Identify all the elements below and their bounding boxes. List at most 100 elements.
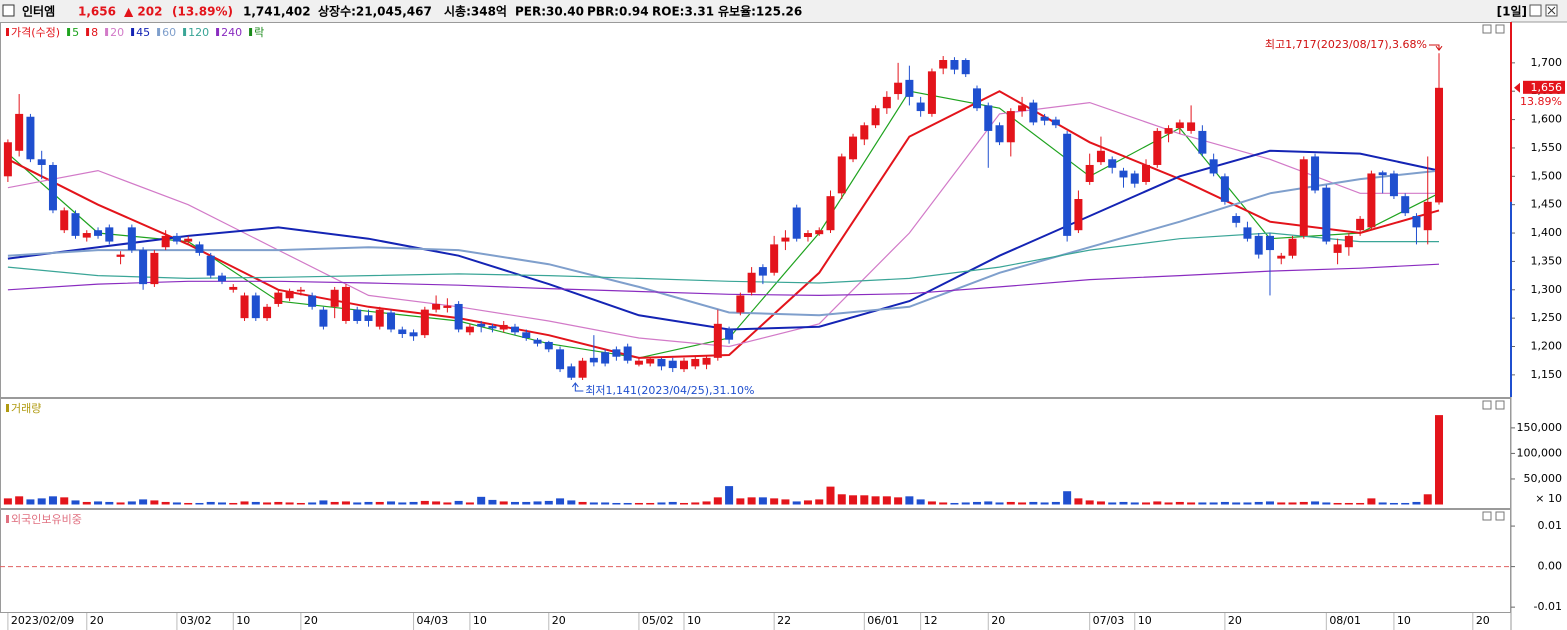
candle-body [927,71,936,114]
candle-body [1164,128,1173,134]
volume-bar [1232,502,1241,505]
period[interactable]: [1일] [1497,5,1527,19]
candle-body [984,105,993,131]
legend-swatch [249,28,253,36]
volume-bar [94,501,103,505]
candle-body [1322,187,1331,242]
candle-body [139,250,148,285]
volume-bar [353,502,362,505]
candle-body [792,207,801,239]
volume-bar [387,501,396,505]
panel-button[interactable] [1482,24,1492,34]
volume-bar [37,498,46,505]
x-tick-label: 20 [1228,614,1242,627]
panel-button[interactable] [1495,24,1505,34]
volume-bar [477,496,486,505]
volume-bar [296,502,305,505]
candle-body [657,358,666,367]
candle-body [1119,170,1128,178]
candle-body [48,164,57,211]
volume-bar [882,496,891,505]
volume-bar [105,501,114,505]
candle-body [758,267,767,276]
panel-button[interactable] [1495,511,1505,521]
candle-body [815,230,824,235]
legend-label: 5 [72,26,79,39]
candle-body [161,235,170,248]
x-tick-label: 03/02 [180,614,212,627]
moving-average [7,232,1439,284]
candle-body [713,323,722,358]
volume-bar [1051,501,1060,505]
volume-bar [443,502,452,505]
volume-bar [432,501,441,505]
candle-body [195,244,204,253]
volume-bar [1187,502,1196,505]
volume-bar [747,497,756,505]
x-tick-label: 20 [304,614,318,627]
volume-bar [1311,501,1320,505]
volume-bar [488,499,497,505]
volume-bar [1096,501,1105,505]
candle-body [184,238,193,242]
volume-bar [725,486,734,505]
volume-bar [251,501,260,505]
moving-average [7,263,1440,297]
checkbox[interactable] [2,4,15,17]
restore-button[interactable] [1529,4,1542,17]
candle-body [240,295,249,319]
volume-bar [1074,498,1083,505]
candle-body [274,292,283,304]
panel-button[interactable] [1495,400,1505,410]
candle-body [770,244,779,273]
candle-body [82,233,91,238]
moving-average [7,90,1440,359]
moving-average [7,169,1440,317]
candle-body [116,254,125,257]
volume-bar [1299,501,1308,505]
volume-bar [1198,502,1207,505]
candle-body [37,159,46,165]
candle-body [916,102,925,112]
candle-body [26,116,35,160]
candle-body [1198,130,1207,154]
candle-body [533,339,542,344]
legend-label: 240 [221,26,242,39]
candle-body [1412,216,1421,228]
low-arrow [571,382,584,392]
volume-bar [398,502,407,505]
panel-button[interactable] [1482,511,1492,521]
volume-bar [567,500,576,505]
volume-bar [1243,502,1252,505]
candle-body [849,136,858,160]
candle-body [803,233,812,238]
panel-button[interactable] [1482,400,1492,410]
volume-bar [1085,500,1094,505]
candle-body [71,213,80,236]
candle-body [995,125,1004,143]
legend-swatch [157,28,161,36]
volume-bar [1288,502,1297,505]
x-tick-label: 07/03 [1093,614,1125,627]
y-tick-label: 100,000 [1517,446,1563,459]
candle-body [950,60,959,70]
candle-body [330,289,339,307]
candle-body [1378,172,1387,176]
candle-body [364,315,373,321]
legend-swatch [183,28,187,36]
candle-body [691,358,700,367]
volume-bar [60,497,69,505]
candle-body [972,88,981,109]
volume-bar [263,502,272,505]
candle-body [567,366,576,378]
volume-bar [229,502,238,505]
candle-body [1142,164,1151,182]
candle-body [1040,116,1049,121]
pbr: PBR:0.94 [587,5,649,19]
candle-body [217,275,226,282]
candle-body [105,227,114,242]
moving-average [7,90,1440,359]
volume-bar [82,501,91,505]
high-arrow [1429,44,1443,52]
